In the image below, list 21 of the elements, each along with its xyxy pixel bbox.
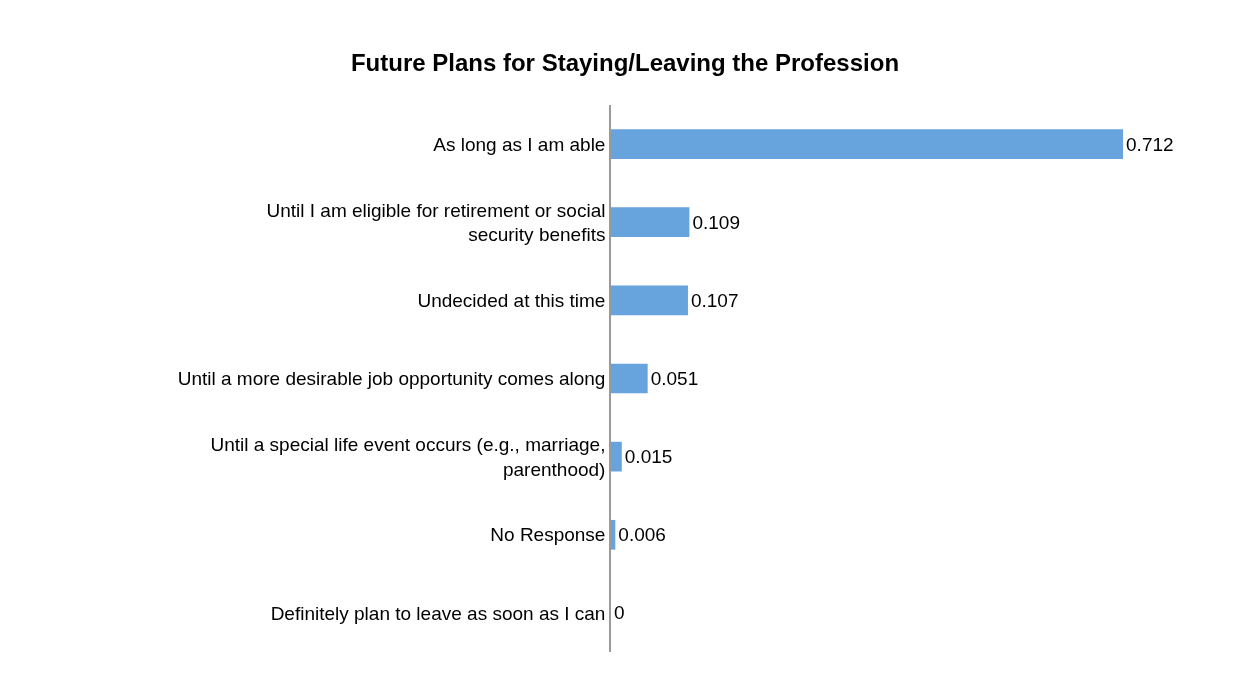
data-label: 0.109 [692,211,740,233]
chart-title: Future Plans for Staying/Leaving the Profession [350,48,900,76]
bar [611,129,1124,159]
bar [611,285,688,316]
y-tick-label: As long as I am able [433,133,606,155]
bar [611,207,690,238]
y-tick-label: Until a more desirable job opportunity comes along [177,368,606,390]
data-label: 0.107 [690,289,739,311]
data-label: 0.051 [650,368,699,389]
y-tick-label: No Response [490,524,606,546]
bar [611,441,622,472]
y-tick-label: Definitely plan to leave as soon as I can [270,602,606,624]
data-label: 0.015 [624,446,673,468]
data-label: 0 [614,602,625,624]
data-label: 0.006 [618,524,666,546]
data-label: 0.712 [1126,133,1174,155]
y-tick-label: Undecided at this time [417,290,606,312]
y-tick-label: Until a special life event occurs (e.g., marriage, parenthood) [210,433,606,480]
y-tick-label: Until I am eligible for retirement or social security benefits [266,199,606,246]
bar [611,363,648,394]
bar [611,519,616,550]
